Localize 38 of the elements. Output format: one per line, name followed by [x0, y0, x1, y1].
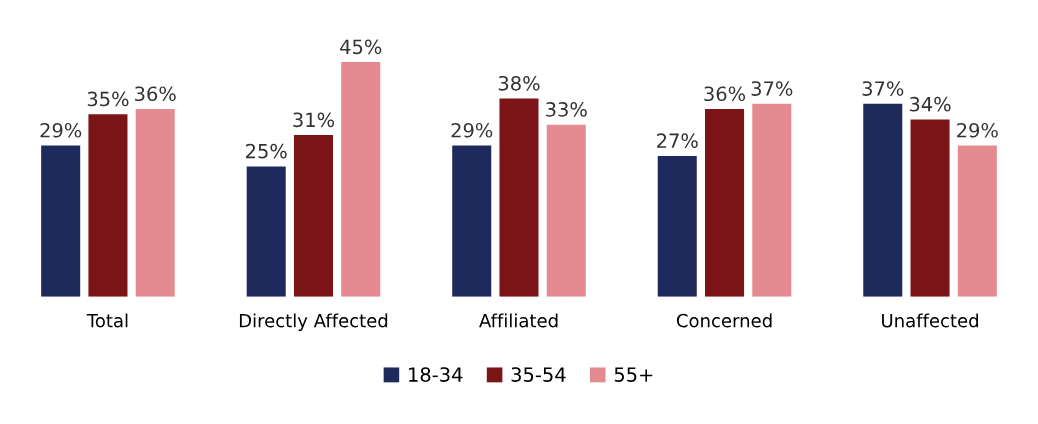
- bar: [135, 109, 175, 297]
- data-label: 45%: [340, 39, 382, 55]
- bar: [910, 119, 950, 297]
- data-label: 29%: [451, 122, 493, 138]
- x-tick-label: Concerned: [676, 313, 772, 328]
- bar: [293, 135, 333, 297]
- legend-label: 55+: [614, 367, 653, 382]
- bar: [499, 98, 539, 297]
- data-label: 27%: [657, 133, 698, 149]
- data-label: 34%: [909, 96, 951, 112]
- data-label: 29%: [957, 122, 998, 138]
- data-label: 36%: [135, 86, 176, 102]
- bar: [246, 166, 286, 297]
- bar: [88, 114, 128, 297]
- data-label: 37%: [751, 81, 793, 96]
- bar: [863, 103, 903, 297]
- data-label: 29%: [40, 122, 82, 138]
- bar: [546, 124, 586, 297]
- x-tick-label: Unaffected: [882, 313, 978, 328]
- bar: [41, 145, 81, 297]
- x-tick-label: Directly Affected: [239, 313, 388, 331]
- bar: [452, 145, 492, 297]
- bar: [657, 155, 697, 297]
- data-label: 35%: [87, 91, 129, 107]
- x-tick-label: Affiliated: [479, 313, 558, 328]
- bar: [957, 145, 997, 297]
- data-label: 31%: [293, 112, 335, 128]
- bar: [705, 109, 745, 297]
- x-tick-label: Total: [86, 313, 128, 328]
- legend-label: 35-54: [511, 367, 566, 382]
- bar: [752, 103, 792, 297]
- data-label: 36%: [704, 86, 746, 102]
- data-label: 38%: [498, 75, 540, 91]
- data-label: 37%: [862, 81, 904, 96]
- legend-label: 18-34: [409, 367, 463, 382]
- data-label: 25%: [246, 143, 287, 159]
- bar: [341, 62, 381, 297]
- data-label: 33%: [546, 102, 587, 117]
